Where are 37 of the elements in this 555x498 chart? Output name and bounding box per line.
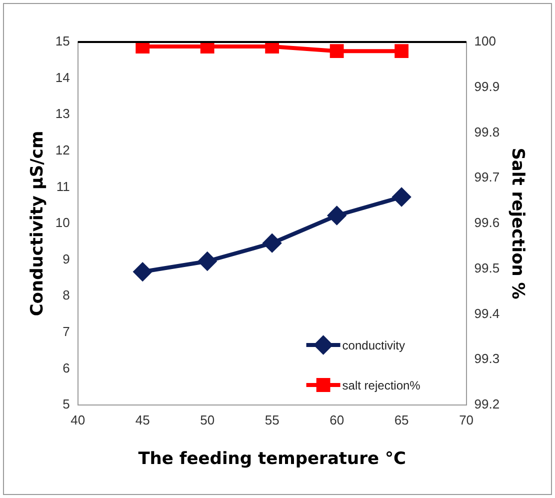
point — [392, 188, 411, 206]
y-tick-label: 6 — [62, 360, 70, 376]
y2-tick-label: 99.2 — [474, 396, 500, 412]
y-tick-label: 12 — [55, 142, 70, 158]
y-tick-label: 15 — [55, 34, 70, 49]
y2-tick-label: 99.4 — [474, 306, 500, 321]
x-axis-title: The feeding temperature °C — [138, 449, 406, 470]
y-tick-label: 11 — [56, 178, 70, 194]
x-tick-label: 60 — [330, 412, 344, 428]
point — [134, 262, 152, 281]
y2-tick-label: 99.5 — [474, 260, 500, 276]
x-tick-label: 40 — [70, 412, 86, 428]
point — [198, 252, 216, 270]
legend-label: salt rejection% — [342, 378, 421, 392]
y2-tick-label: 99.7 — [474, 170, 500, 185]
y-axis-title: Conductivity µS/cm — [28, 130, 48, 316]
y2-tick-label: 99.6 — [474, 215, 500, 230]
x-tick-label: 45 — [135, 412, 150, 428]
y2-tick-label: 99.8 — [474, 124, 500, 140]
legend-label: conductivity — [342, 338, 405, 352]
y-tick-label: 5 — [62, 396, 70, 412]
point — [328, 206, 346, 225]
y-tick-label: 10 — [55, 215, 70, 230]
y2-tick-label: 99.9 — [474, 78, 500, 94]
point — [263, 234, 282, 252]
y-tick-label: 9 — [62, 251, 70, 266]
x-tick-label: 50 — [200, 412, 215, 428]
y2-tick-label: 99.3 — [474, 351, 500, 366]
y2-axis-title: Salt rejection % — [507, 148, 528, 300]
x-tick-label: 65 — [394, 412, 409, 428]
x-tick-label: 70 — [459, 412, 474, 428]
y2-tick-label: 100 — [474, 34, 496, 49]
y-tick-label: 8 — [62, 288, 70, 303]
x-tick-label: 55 — [264, 412, 280, 428]
y-tick-label: 7 — [62, 324, 70, 339]
y-tick-label: 14 — [55, 70, 70, 85]
y-tick-label: 13 — [55, 106, 70, 122]
